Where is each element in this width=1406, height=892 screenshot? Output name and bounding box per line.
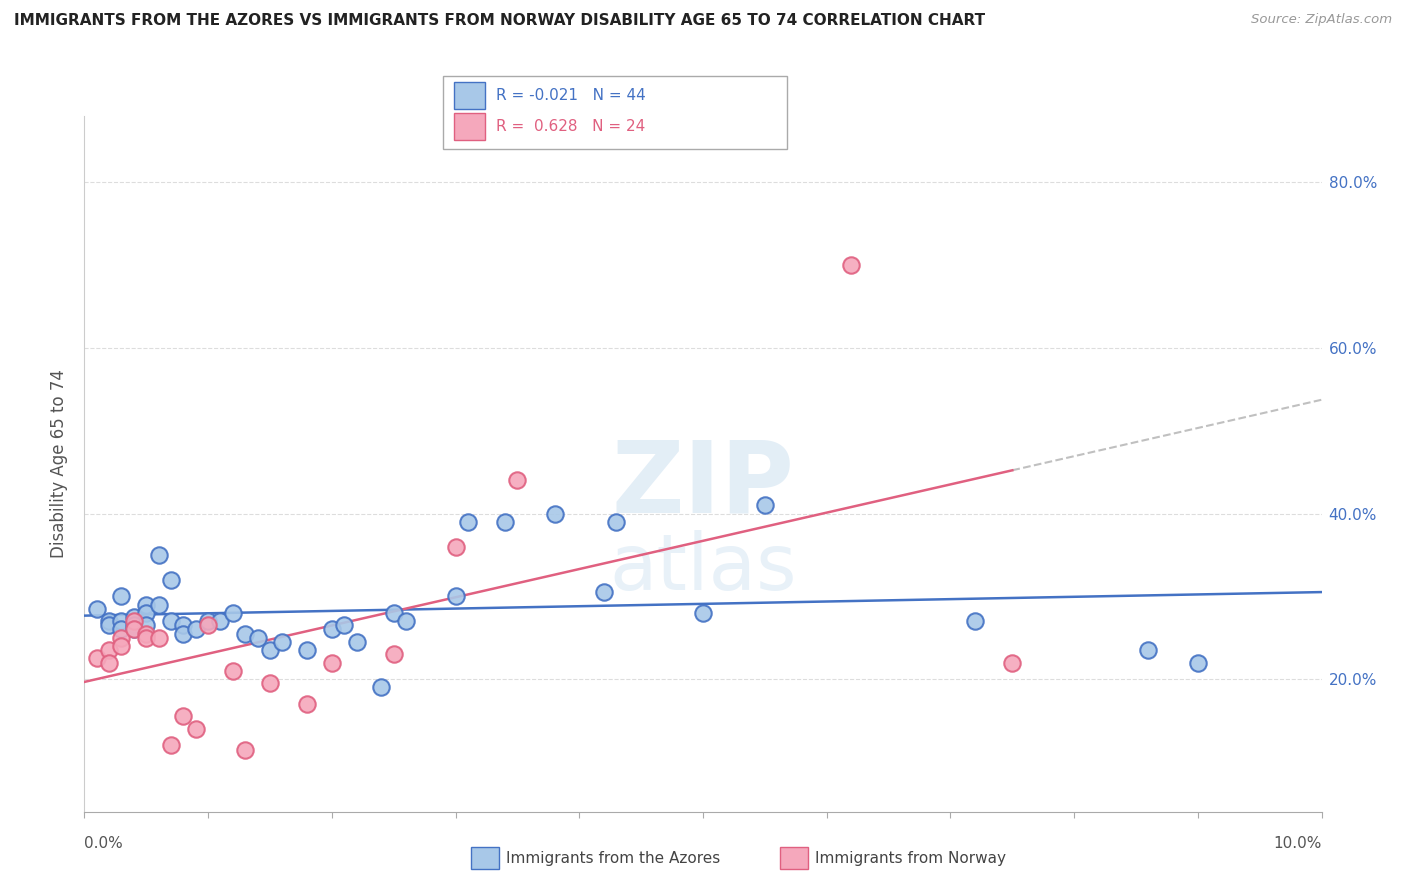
Point [259,643,281,657]
Point [457,515,479,529]
Point [98,618,121,632]
Point [965,614,987,628]
Point [184,722,207,736]
Point [135,606,157,620]
Point [246,631,269,645]
Point [841,258,863,272]
Point [148,598,170,612]
Point [543,507,565,521]
Point [122,614,145,628]
Point [122,623,145,637]
Point [110,623,132,637]
Point [233,626,256,640]
Point [395,614,418,628]
Y-axis label: Disability Age 65 to 74: Disability Age 65 to 74 [51,369,69,558]
Point [172,618,194,632]
Point [259,676,281,690]
Text: 10.0%: 10.0% [1274,836,1322,851]
Point [160,614,183,628]
Point [98,656,121,670]
Point [110,590,132,604]
Text: atlas: atlas [609,530,797,607]
Point [122,610,145,624]
Text: R =  0.628   N = 24: R = 0.628 N = 24 [496,120,645,134]
Point [1137,643,1160,657]
Point [295,643,318,657]
Point [494,515,516,529]
Point [172,709,194,723]
Point [135,598,157,612]
Text: IMMIGRANTS FROM THE AZORES VS IMMIGRANTS FROM NORWAY DISABILITY AGE 65 TO 74 COR: IMMIGRANTS FROM THE AZORES VS IMMIGRANTS… [14,13,986,29]
Point [135,626,157,640]
Point [1001,656,1024,670]
Text: 0.0%: 0.0% [84,836,124,851]
Point [754,498,776,512]
Point [122,623,145,637]
Text: Immigrants from Norway: Immigrants from Norway [815,851,1007,865]
Point [222,606,245,620]
Point [148,631,170,645]
Text: Source: ZipAtlas.com: Source: ZipAtlas.com [1251,13,1392,27]
Point [160,573,183,587]
Point [197,614,219,628]
Point [444,590,467,604]
Point [346,635,368,649]
Point [506,474,529,488]
Point [86,602,108,616]
Point [110,639,132,653]
Point [233,742,256,756]
Point [184,623,207,637]
Point [148,548,170,562]
Point [98,614,121,628]
Point [222,664,245,678]
Point [321,656,343,670]
Text: R = -0.021   N = 44: R = -0.021 N = 44 [496,88,647,103]
Point [321,623,343,637]
Point [605,515,627,529]
Point [110,631,132,645]
Point [382,606,405,620]
Point [110,614,132,628]
Point [692,606,714,620]
Point [98,643,121,657]
Point [135,618,157,632]
Point [370,681,392,695]
Point [135,631,157,645]
Point [593,585,616,599]
Point [295,697,318,711]
Point [172,626,194,640]
Point [382,648,405,662]
Point [86,651,108,665]
Point [271,635,294,649]
Point [1187,656,1209,670]
Point [160,739,183,753]
Point [209,614,232,628]
Point [122,618,145,632]
Text: ZIP: ZIP [612,436,794,533]
Text: Immigrants from the Azores: Immigrants from the Azores [506,851,720,865]
Point [444,540,467,554]
Point [197,618,219,632]
Point [333,618,356,632]
